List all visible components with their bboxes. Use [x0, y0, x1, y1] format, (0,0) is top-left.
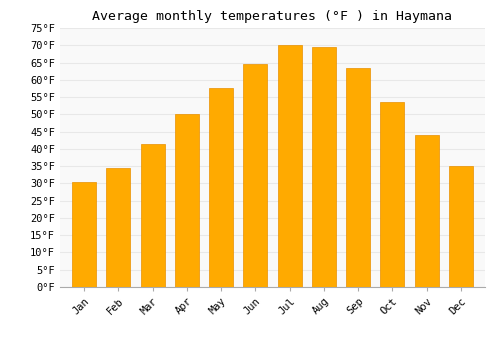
Bar — [244, 64, 268, 287]
Bar — [312, 47, 336, 287]
Bar — [278, 45, 301, 287]
Bar — [72, 182, 96, 287]
Bar — [140, 144, 164, 287]
Bar — [380, 102, 404, 287]
Bar — [175, 114, 199, 287]
Bar — [449, 166, 473, 287]
Bar — [346, 68, 370, 287]
Bar — [209, 89, 233, 287]
Bar — [106, 168, 130, 287]
Bar — [414, 135, 438, 287]
Title: Average monthly temperatures (°F ) in Haymana: Average monthly temperatures (°F ) in Ha… — [92, 10, 452, 23]
